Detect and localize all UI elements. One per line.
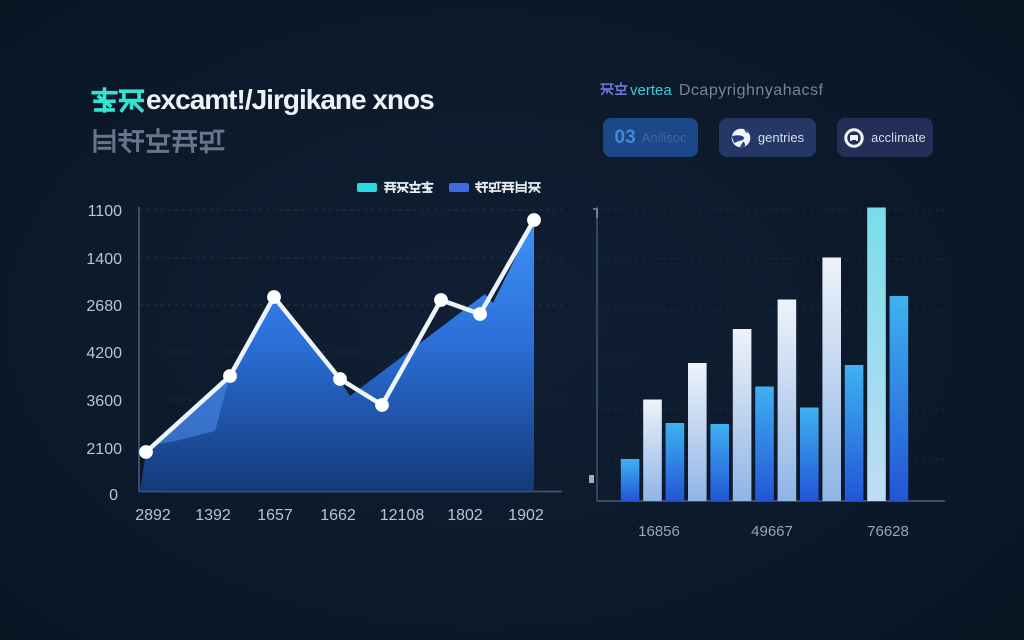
svg-text:1100: 1100 bbox=[88, 203, 123, 220]
svg-text:1802: 1802 bbox=[447, 507, 483, 524]
svg-text:3600: 3600 bbox=[86, 393, 122, 410]
svg-text:2100: 2100 bbox=[86, 441, 122, 458]
svg-text:76628: 76628 bbox=[867, 523, 909, 540]
svg-text:16856: 16856 bbox=[638, 523, 680, 540]
svg-text:4200: 4200 bbox=[86, 345, 122, 362]
svg-text:2680: 2680 bbox=[86, 298, 122, 315]
svg-text:1392: 1392 bbox=[195, 507, 231, 524]
svg-text:1400: 1400 bbox=[86, 251, 122, 268]
svg-text:0: 0 bbox=[109, 487, 118, 504]
svg-text:2892: 2892 bbox=[135, 507, 171, 524]
svg-text:12108: 12108 bbox=[380, 507, 425, 524]
svg-text:1657: 1657 bbox=[257, 507, 293, 524]
svg-text:1662: 1662 bbox=[320, 507, 356, 524]
svg-text:1902: 1902 bbox=[508, 507, 544, 524]
svg-text:49667: 49667 bbox=[751, 523, 793, 540]
